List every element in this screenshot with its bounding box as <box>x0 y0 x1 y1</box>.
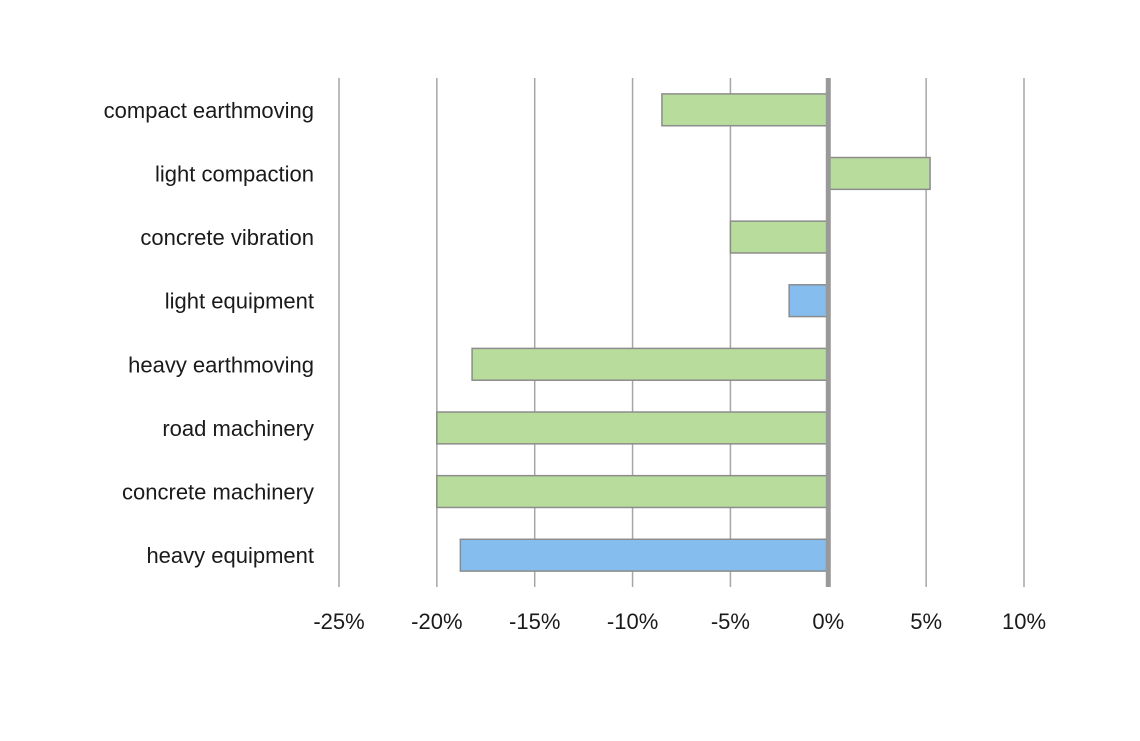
category-label: compact earthmoving <box>104 98 314 123</box>
bar-compact-earthmoving <box>661 93 830 127</box>
category-label: heavy equipment <box>146 543 314 568</box>
x-tick-label: -15% <box>509 609 560 634</box>
x-tick-label: -25% <box>313 609 364 634</box>
x-tick-label: 10% <box>1002 609 1046 634</box>
bar-concrete-vibration <box>729 220 830 254</box>
x-tick-label: -20% <box>411 609 462 634</box>
bar-road-machinery <box>436 411 830 445</box>
bar-heavy-equipment <box>459 538 830 572</box>
bar-concrete-machinery <box>436 474 830 509</box>
gridlines <box>338 78 1025 587</box>
category-label: heavy earthmoving <box>128 352 314 377</box>
category-label: concrete machinery <box>122 480 314 505</box>
category-labels: compact earthmoving light compaction concr… <box>104 98 314 568</box>
x-tick-label: 0% <box>812 609 844 634</box>
bar-light-equipment <box>788 284 830 318</box>
x-tick-labels: -25% -20% -15% -10% -5% 0% 5% 10% <box>313 609 1046 634</box>
category-label: light compaction <box>155 161 314 186</box>
x-tick-label: -5% <box>711 609 750 634</box>
category-label: concrete vibration <box>140 225 314 250</box>
x-tick-label: -10% <box>607 609 658 634</box>
bar-heavy-earthmoving <box>471 347 830 381</box>
category-label: road machinery <box>162 416 314 441</box>
x-tick-label: 5% <box>910 609 942 634</box>
category-label: light equipment <box>165 289 314 314</box>
bars <box>436 93 931 572</box>
bar-light-compaction <box>827 156 931 191</box>
